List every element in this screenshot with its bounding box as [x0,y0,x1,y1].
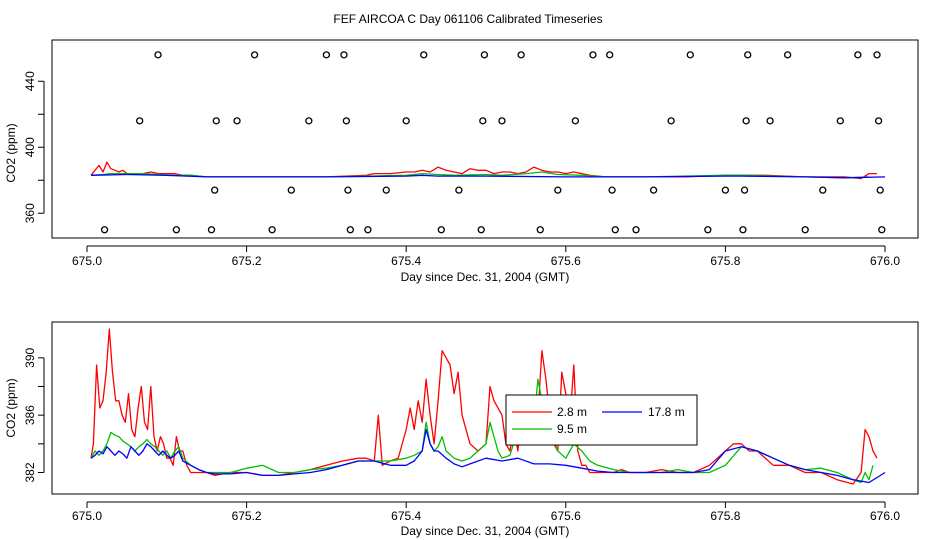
reference-point [154,51,162,59]
reference-point [340,51,348,59]
reference-point [740,186,749,194]
reference-point [498,117,506,125]
reference-point [136,117,144,125]
top-x-axis: 675.0 675.2 675.4 675.6 675.8 676.0 [72,245,900,268]
figure-title: FEF AIRCOA C Day 061106 Calibrated Times… [333,12,602,26]
reference-point [819,186,827,194]
reference-point [402,117,410,125]
reference-point [554,186,562,194]
reference-point [721,186,730,194]
reference-point [477,226,485,234]
reference-point [212,117,220,125]
x-tick-label: 675.6 [551,509,581,523]
bottom-x-axis-label: Day since Dec. 31, 2004 (GMT) [401,524,570,538]
reference-point [632,226,640,234]
reference-point [480,51,489,59]
reference-point [873,51,881,59]
reference-point [455,186,463,194]
reference-point [382,186,390,194]
reference-point [801,226,809,234]
top-panel: 675.0 675.2 675.4 675.6 675.8 676.0 360 400 440… [4,39,919,284]
reference-point [608,186,616,194]
reference-point [606,51,614,59]
reference-point [287,186,295,194]
top-y-axis-label: CO2 (ppm) [4,123,18,182]
reference-point [783,51,792,59]
reference-point [207,226,216,234]
y-tick-label: 400 [23,137,37,157]
x-tick-label: 675.4 [391,509,421,523]
bottom-y-axis: 382 386 390 [23,348,45,483]
bottom-plot-frame [51,321,919,495]
legend-box [505,394,698,446]
bottom-series-lines [90,328,886,485]
reference-point [233,117,241,125]
top-x-axis-label: Day since Dec. 31, 2004 (GMT) [401,270,570,284]
bottom-panel: 675.0 675.2 675.4 675.6 675.8 676.0 382 386 390… [4,321,919,538]
reference-point [250,51,259,59]
x-tick-label: 675.6 [551,254,581,268]
reference-point [744,51,752,59]
top-series-lines [90,161,886,180]
reference-point [686,51,694,59]
series-line [90,378,874,484]
reference-point [479,117,487,125]
y-tick-label: 390 [23,348,37,368]
reference-point [344,186,352,194]
reference-point [536,226,544,234]
bottom-x-axis: 675.0 675.2 675.4 675.6 675.8 676.0 [72,501,900,523]
x-tick-label: 675.2 [232,254,262,268]
reference-point [742,117,750,125]
reference-point [878,226,886,234]
reference-point [876,186,884,194]
reference-point [268,226,276,234]
legend-label-2-8m: 2.8 m [557,405,587,419]
legend: 2.8 m 9.5 m 17.8 m [505,394,698,446]
top-plot-frame [51,39,919,239]
x-tick-label: 675.4 [391,254,421,268]
series-line [90,328,878,485]
reference-point [346,226,354,234]
reference-point [766,117,774,125]
series-line [90,428,886,484]
top-reference-points [100,51,886,234]
y-tick-label: 360 [23,203,37,223]
reference-point [322,51,331,59]
x-tick-label: 676.0 [870,509,900,523]
reference-point [854,51,862,59]
reference-point [211,186,219,194]
reference-point [836,117,844,125]
reference-point [364,226,372,234]
legend-label-17-8m: 17.8 m [648,405,685,419]
legend-label-9-5m: 9.5 m [557,422,587,436]
x-tick-label: 675.0 [72,254,102,268]
top-y-axis: 360 400 440 [23,71,45,223]
reference-point [571,117,580,125]
x-tick-label: 675.8 [710,254,740,268]
series-line [90,173,886,179]
reference-point [667,117,675,125]
reference-point [305,117,313,125]
reference-point [739,226,747,234]
reference-point [874,117,883,125]
x-tick-label: 675.2 [232,509,262,523]
y-tick-label: 440 [23,71,37,91]
x-tick-label: 676.0 [870,254,900,268]
reference-point [342,117,351,125]
reference-point [517,51,525,59]
reference-point [649,186,658,194]
reference-point [437,226,445,234]
y-tick-label: 382 [23,462,37,482]
reference-point [100,226,109,234]
x-tick-label: 675.0 [72,509,102,523]
reference-point [172,226,181,234]
reference-point [704,226,712,234]
reference-point [420,51,428,59]
y-tick-label: 386 [23,405,37,425]
reference-point [611,226,619,234]
bottom-y-axis-label: CO2 (ppm) [4,378,18,437]
x-tick-label: 675.8 [710,509,740,523]
reference-point [589,51,597,59]
